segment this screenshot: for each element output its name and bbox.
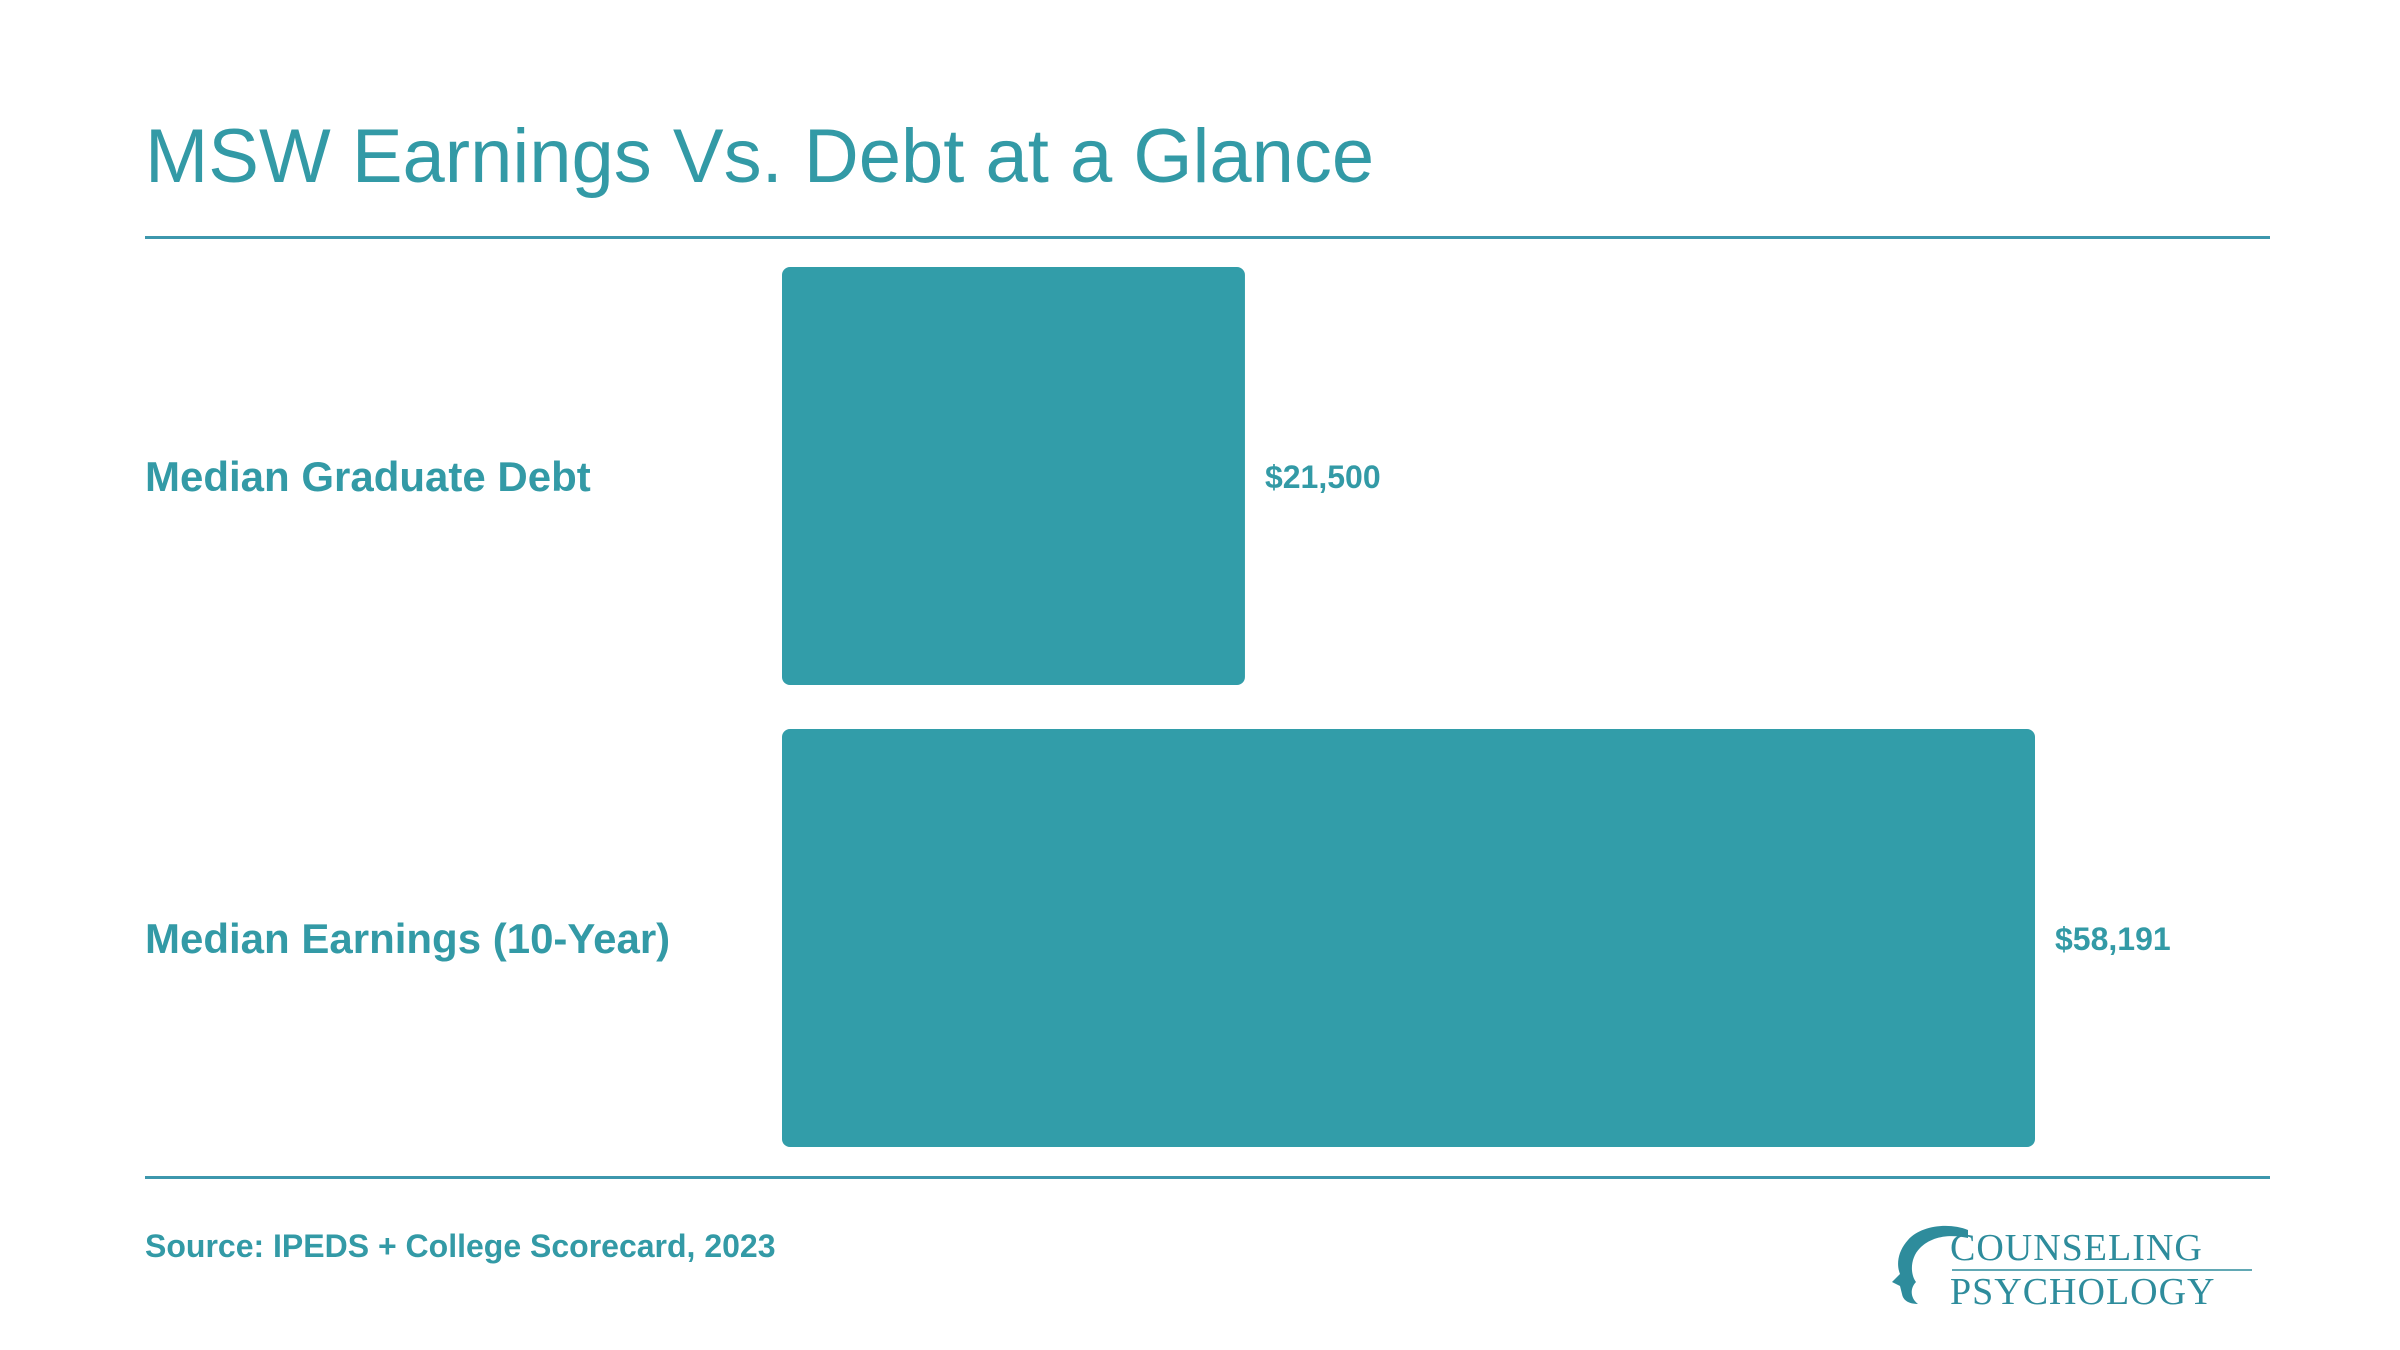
head-profile-icon	[1892, 1225, 1968, 1304]
category-label-median-earnings-10-year: Median Earnings (10-Year)	[145, 915, 670, 962]
value-label-median-graduate-debt: $21,500	[1265, 459, 1381, 495]
value-label-median-earnings-10-year: $58,191	[2055, 921, 2171, 957]
counseling-psychology-logo: COUNSELING PSYCHOLOGY	[1892, 1225, 2252, 1308]
top-divider	[145, 236, 2270, 239]
bar-median-graduate-debt	[782, 267, 1245, 685]
category-label-median-graduate-debt: Median Graduate Debt	[145, 453, 591, 500]
logo-line2: PSYCHOLOGY	[1950, 1271, 2215, 1308]
source-note: Source: IPEDS + College Scorecard, 2023	[145, 1228, 776, 1264]
page-title: MSW Earnings Vs. Debt at a Glance	[145, 114, 1375, 199]
bottom-divider	[145, 1176, 2270, 1179]
logo-line1: COUNSELING	[1950, 1227, 2203, 1269]
bar-median-earnings-10-year	[782, 729, 2035, 1147]
